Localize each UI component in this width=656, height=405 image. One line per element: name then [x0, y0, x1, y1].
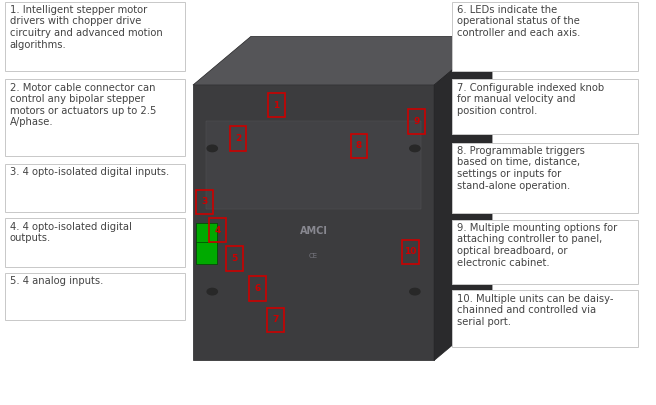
Text: 3. 4 opto-isolated digital inputs.: 3. 4 opto-isolated digital inputs.: [10, 167, 169, 177]
Text: 10: 10: [404, 247, 417, 256]
FancyBboxPatch shape: [206, 121, 421, 209]
FancyBboxPatch shape: [196, 242, 216, 264]
Text: 8: 8: [356, 141, 362, 150]
Circle shape: [410, 145, 420, 151]
Text: 4: 4: [215, 226, 220, 234]
Text: 9: 9: [413, 117, 420, 126]
Text: 10. Multiple units can be daisy-
chainned and controlled via
serial port.: 10. Multiple units can be daisy- chainne…: [457, 294, 613, 327]
Text: 7: 7: [272, 315, 278, 324]
Text: 9. Multiple mounting options for
attaching controller to panel,
optical breadboa: 9. Multiple mounting options for attachi…: [457, 223, 617, 268]
Circle shape: [207, 145, 217, 151]
Polygon shape: [434, 36, 492, 360]
Text: 6: 6: [254, 284, 260, 293]
Text: 4. 4 opto-isolated digital
outputs.: 4. 4 opto-isolated digital outputs.: [10, 222, 131, 243]
Text: 1: 1: [274, 101, 279, 110]
Text: 7. Configurable indexed knob
for manual velocity and
position control.: 7. Configurable indexed knob for manual …: [457, 83, 604, 116]
Polygon shape: [193, 85, 434, 360]
Polygon shape: [193, 36, 492, 85]
Circle shape: [410, 288, 420, 295]
Text: CE: CE: [309, 253, 318, 259]
FancyBboxPatch shape: [5, 164, 184, 212]
FancyBboxPatch shape: [452, 290, 638, 347]
FancyBboxPatch shape: [196, 222, 216, 245]
Text: 2: 2: [235, 134, 241, 143]
FancyBboxPatch shape: [452, 2, 638, 71]
Circle shape: [207, 288, 217, 295]
Text: 6. LEDs indicate the
operational status of the
controller and each axis.: 6. LEDs indicate the operational status …: [457, 5, 580, 38]
FancyBboxPatch shape: [452, 79, 638, 134]
Text: 8. Programmable triggers
based on time, distance,
settings or inputs for
stand-a: 8. Programmable triggers based on time, …: [457, 146, 584, 191]
FancyBboxPatch shape: [5, 273, 184, 320]
Text: 1. Intelligent stepper motor
drivers with chopper drive
circuitry and advanced m: 1. Intelligent stepper motor drivers wit…: [10, 5, 163, 50]
Text: 5. 4 analog inputs.: 5. 4 analog inputs.: [10, 276, 103, 286]
FancyBboxPatch shape: [452, 143, 638, 213]
FancyBboxPatch shape: [5, 2, 184, 71]
Text: 5: 5: [232, 254, 238, 263]
FancyBboxPatch shape: [452, 220, 638, 284]
Text: 2. Motor cable connector can
control any bipolar stepper
motors or actuators up : 2. Motor cable connector can control any…: [10, 83, 156, 128]
FancyBboxPatch shape: [5, 218, 184, 267]
Text: 3: 3: [201, 197, 208, 206]
Text: AMCI: AMCI: [300, 226, 327, 236]
FancyBboxPatch shape: [5, 79, 184, 156]
